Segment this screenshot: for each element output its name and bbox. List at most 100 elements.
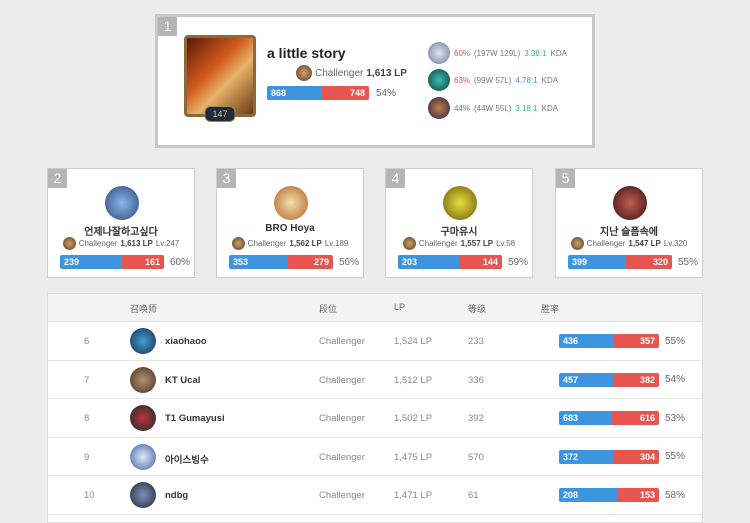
profile-icon xyxy=(130,482,156,508)
champion-stat-text: (197W 129L) xyxy=(474,48,521,58)
profile-icon xyxy=(130,405,156,431)
ranking-table: 召唤师 段位 LP 等级 胜率 6 xiaohaoo Challenger 1,… xyxy=(47,293,703,523)
tier: Challenger xyxy=(319,490,365,501)
wins-bar: 372 xyxy=(559,449,615,464)
header-summoner: 召唤师 xyxy=(130,304,158,314)
challenger-emblem-icon xyxy=(62,237,76,250)
winloss-bar: 203 144 xyxy=(398,255,502,269)
winrate-bar-group: 868 748 54% xyxy=(267,86,396,100)
tier: Challenger xyxy=(319,374,365,386)
champion-stat: 44% (44W 55L) 3.18:1 KDA xyxy=(428,97,558,119)
wins-bar: 457 xyxy=(559,372,614,387)
tier-text: Lv.189 xyxy=(324,239,349,248)
tier: Challenger xyxy=(319,413,365,424)
player-name[interactable]: KT Ucal xyxy=(165,374,201,386)
player-name[interactable]: BRO Hoya xyxy=(265,223,315,234)
level: 61 xyxy=(468,490,479,501)
tier-text: 1,547 LP xyxy=(628,239,661,248)
champion-stat-text: 60% xyxy=(454,48,471,58)
wins-bar: 683 xyxy=(559,411,612,425)
champion-icon xyxy=(428,69,450,91)
wins-bar: 436 xyxy=(559,334,614,348)
player-name[interactable]: T1 Gumayusi xyxy=(165,413,225,424)
player-name[interactable]: ndbg xyxy=(165,490,189,501)
losses-bar: 304 xyxy=(614,449,659,464)
player-card[interactable]: 2 언제나잘하고싶다 Challenger 1,613 LP Lv.247 239 1… xyxy=(47,168,195,278)
tier-info: Challenger 1,613 LP Lv.247 xyxy=(48,237,194,250)
rank-badge: 5 xyxy=(556,169,575,188)
losses-bar: 382 xyxy=(613,372,659,387)
winrate-bar-group: 208 153 58% xyxy=(559,488,685,502)
level: 233 xyxy=(468,336,484,347)
winrate: 53% xyxy=(665,412,686,424)
winloss-bar: 683 616 xyxy=(559,411,659,425)
table-row[interactable]: 6 xiaohaoo Challenger 1,524 LP 233 436 35… xyxy=(48,322,702,361)
player-name[interactable]: 구마유시 xyxy=(440,227,478,238)
header-lp: LP xyxy=(394,302,406,312)
player-name[interactable]: xiaohaoo xyxy=(165,336,207,347)
lp: 1,512 LP xyxy=(394,374,433,386)
table-row[interactable]: 9 아이스빙수 Challenger 1,475 LP 570 372 304 55… xyxy=(48,438,702,476)
rank-badge: 1 xyxy=(158,17,177,36)
wins-bar: 203 xyxy=(398,255,459,269)
tier-info: Challenger 1,547 LP Lv.320 xyxy=(556,237,702,250)
rank-badge: 2 xyxy=(48,169,67,188)
winrate: 55% xyxy=(665,451,686,462)
champion-stat-text: 63% xyxy=(454,75,471,85)
level-badge: 147 xyxy=(204,106,236,122)
rank: 8 xyxy=(84,413,90,424)
champion-stat-text: KDA xyxy=(541,103,559,113)
top-player-card[interactable]: 1 147 a little story Challenger 1,613 LP… xyxy=(155,14,595,148)
tier-text: Challenger xyxy=(247,239,287,248)
header-tier: 段位 xyxy=(319,304,338,314)
rank: 9 xyxy=(84,451,90,463)
header-level: 等级 xyxy=(468,304,487,314)
lp-value: 1,613 LP xyxy=(366,67,407,79)
champion-stat-text: 44% xyxy=(454,103,471,113)
player-name[interactable]: 아이스빙수 xyxy=(165,454,209,466)
tier-info: Challenger 1,562 LP Lv.189 xyxy=(217,237,363,250)
winrate-bar-group: 457 382 54% xyxy=(559,372,685,387)
losses-bar: 357 xyxy=(613,334,659,348)
tier-text: Lv.247 xyxy=(155,239,180,248)
level: 336 xyxy=(468,374,484,386)
tier-text: 1,557 LP xyxy=(460,239,494,248)
champion-stat-text: 3.38:1 xyxy=(524,48,547,58)
wins-bar: 208 xyxy=(559,488,617,502)
winrate: 56% xyxy=(339,256,360,268)
table-row[interactable]: 10 ndbg Challenger 1,471 LP 61 208 153 58% xyxy=(48,476,702,515)
player-name[interactable]: 지난 슬픔속에 xyxy=(600,227,658,238)
champion-stat-text: 3.18:1 xyxy=(515,103,538,113)
tier-text: Challenger xyxy=(418,239,458,248)
lp: 1,502 LP xyxy=(394,413,433,424)
player-card[interactable]: 4 구마유시 Challenger 1,557 LP Lv.58 203 144 59% xyxy=(385,168,533,278)
wins-bar: 399 xyxy=(568,255,626,269)
player-name[interactable]: 언제나잘하고싶다 xyxy=(84,227,158,238)
profile-icon: 147 xyxy=(184,35,256,122)
tier-text: Challenger xyxy=(586,239,626,248)
winloss-bar: 208 153 xyxy=(559,488,659,502)
tier-text: Lv.58 xyxy=(496,239,516,248)
table-row[interactable]: 8 T1 Gumayusi Challenger 1,502 LP 392 68… xyxy=(48,399,702,438)
player-card[interactable]: 3 BRO Hoya Challenger 1,562 LP Lv.189 353 2… xyxy=(216,168,364,278)
tier-text: Lv.320 xyxy=(663,239,688,248)
player-name[interactable]: a little story xyxy=(267,45,346,61)
winrate: 55% xyxy=(678,256,699,268)
player-card[interactable]: 5 지난 슬픔속에 Challenger 1,547 LP Lv.320 399 32… xyxy=(555,168,703,278)
winrate: 58% xyxy=(665,489,686,501)
tier-label: Challenger xyxy=(315,67,364,79)
winloss-bar: 239 161 xyxy=(60,255,164,269)
tier: Challenger xyxy=(319,451,365,463)
profile-icon xyxy=(105,186,139,220)
level: 570 xyxy=(468,451,484,463)
champion-stat-text: KDA xyxy=(541,75,559,85)
losses-bar: 616 xyxy=(611,411,659,425)
challenger-emblem-icon xyxy=(296,65,312,81)
champion-stat: 60% (197W 129L) 3.38:1 KDA xyxy=(428,42,567,64)
winloss-bar: 457 382 xyxy=(559,372,659,387)
rank: 7 xyxy=(84,374,90,386)
winrate: 59% xyxy=(508,256,529,268)
winloss-bar: 353 279 xyxy=(229,255,333,269)
table-row[interactable]: 7 KT Ucal Challenger 1,512 LP 336 457 382… xyxy=(48,361,702,399)
challenger-emblem-icon xyxy=(402,237,416,250)
